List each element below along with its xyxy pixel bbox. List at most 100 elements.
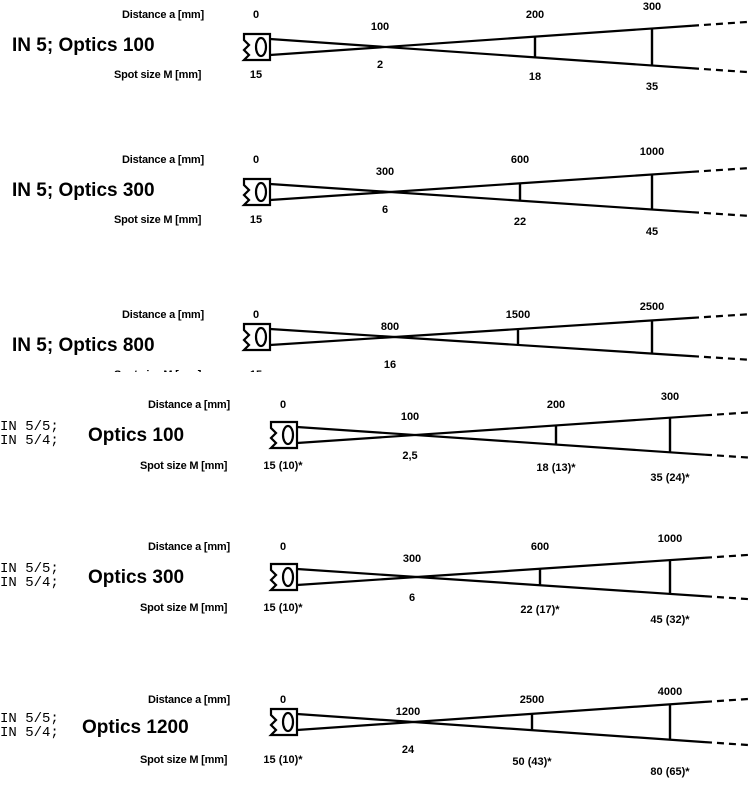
spot-size-value: 80 (65)*	[650, 766, 690, 778]
distance-value: 300	[642, 1, 662, 13]
distance-value: 0	[279, 399, 287, 411]
optics-panel-1: IN 5; Optics 100 Distance a [mm] Spot size…	[0, 0, 750, 125]
spot-size-value: 15 (10)*	[263, 602, 303, 614]
spot-size-value: 15 (10)*	[263, 460, 303, 472]
distance-axis-label: Distance a [mm]	[148, 541, 230, 553]
upper-ray-dashed-extension	[691, 67, 749, 74]
spot-size-value: 45	[645, 226, 659, 238]
distance-value: 100	[370, 21, 390, 33]
distance-value: 0	[252, 309, 260, 321]
upper-ray-dashed-extension	[704, 741, 749, 747]
beam-diagram-svg	[268, 553, 749, 601]
sensor-head-icon	[268, 707, 299, 737]
beam-diagram-svg	[268, 697, 749, 747]
upper-ray-dashed-extension	[691, 355, 749, 361]
spot-size-axis-label: Spot size M [mm]	[114, 69, 202, 81]
distance-value: 1500	[505, 309, 531, 321]
beam-diagram-svg	[241, 167, 749, 217]
distance-value: 800	[380, 321, 400, 333]
beam-diagram-svg	[241, 313, 749, 361]
spot-size-axis-label: Spot size M [mm]	[140, 602, 228, 614]
lower-ray-dashed-extension	[691, 20, 749, 27]
distance-value: 1000	[657, 533, 683, 545]
upper-ray-dashed-extension	[704, 453, 749, 459]
spot-size-value: 35 (24)*	[650, 472, 690, 484]
lower-ray-dashed-extension	[691, 313, 749, 319]
spot-size-value: 15 (10)*	[263, 754, 303, 766]
sensor-lens	[281, 566, 295, 588]
spot-size-value: 6	[381, 204, 389, 216]
spot-size-value: 50 (43)*	[512, 756, 552, 768]
lower-ray-line	[296, 556, 706, 587]
distance-axis-label: Distance a [mm]	[122, 154, 204, 166]
distance-value: 1200	[395, 706, 421, 718]
lower-ray-line	[269, 24, 693, 57]
model-prefix-line: IN 5/4;	[0, 433, 59, 449]
spot-size-value: 18	[528, 71, 542, 83]
lower-ray-dashed-extension	[704, 553, 749, 559]
lower-ray-dashed-extension	[704, 411, 749, 417]
distance-axis-label: Distance a [mm]	[122, 9, 204, 21]
upper-ray-dashed-extension	[704, 595, 749, 601]
optics-title: Optics 300	[88, 567, 185, 588]
optics-title: Optics 1200	[82, 717, 189, 738]
distance-axis-label: Distance a [mm]	[122, 309, 204, 321]
distance-value: 2500	[639, 301, 665, 313]
distance-value: 0	[252, 9, 260, 21]
spot-size-value: 18 (13)*	[536, 462, 576, 474]
upper-ray-line	[296, 425, 706, 456]
upper-ray-line	[269, 182, 693, 214]
distance-value: 100	[400, 411, 420, 423]
optics-panel-2: IN 5; Optics 300 Distance a [mm] Spot size…	[0, 145, 750, 270]
distance-value: 300	[660, 391, 680, 403]
distance-value: 200	[525, 9, 545, 21]
beam-diagram-svg	[241, 20, 749, 74]
upper-ray-line	[269, 37, 693, 70]
distance-value: 0	[252, 154, 260, 166]
sensor-lens	[254, 326, 268, 348]
distance-value: 200	[546, 399, 566, 411]
lower-ray-dashed-extension	[691, 167, 749, 173]
sensor-head-icon	[241, 32, 272, 62]
sensor-lens	[281, 711, 295, 733]
spot-size-axis-label: Spot size M [mm]	[140, 754, 228, 766]
upper-ray-dashed-extension	[691, 211, 749, 217]
spot-size-value: 24	[401, 744, 415, 756]
model-prefix-line: IN 5/5;	[0, 419, 59, 435]
spot-size-value: 16	[383, 359, 397, 371]
spot-size-value: 2,5	[402, 450, 418, 462]
distance-axis-label: Distance a [mm]	[148, 694, 230, 706]
distance-value: 4000	[657, 686, 683, 698]
lower-ray-line	[296, 414, 706, 445]
upper-ray-line	[296, 712, 706, 744]
sensor-lens	[254, 36, 268, 58]
sensor-head-icon	[268, 420, 299, 450]
sensor-lens	[281, 424, 295, 446]
distance-value: 0	[279, 694, 287, 706]
optics-panel-6: IN 5/5; IN 5/4; Optics 1200 Distance a [mm]…	[0, 675, 750, 800]
spot-size-value: 15	[249, 214, 263, 226]
spot-size-axis-label: Spot size M [mm]	[114, 214, 202, 226]
panel-overlap-mask	[0, 372, 750, 382]
spot-size-value: 35	[645, 81, 659, 93]
distance-value: 600	[510, 154, 530, 166]
distance-value: 600	[530, 541, 550, 553]
beam-diagram-svg	[268, 411, 749, 459]
spot-size-value: 15	[249, 69, 263, 81]
optics-panel-4: IN 5/5; IN 5/4; Optics 100 Distance a [mm] S…	[0, 388, 750, 513]
upper-ray-line	[296, 567, 706, 598]
optics-panel-5: IN 5/5; IN 5/4; Optics 300 Distance a [mm] S…	[0, 530, 750, 655]
distance-value: 300	[402, 553, 422, 565]
model-prefix-line: IN 5/4;	[0, 575, 59, 591]
optics-title: Optics 100	[88, 425, 185, 446]
spot-size-value: 45 (32)*	[650, 614, 690, 626]
distance-axis-label: Distance a [mm]	[148, 399, 230, 411]
optics-title: IN 5; Optics 100	[12, 35, 155, 56]
distance-value: 1000	[639, 146, 665, 158]
spot-size-value: 6	[408, 592, 416, 604]
lower-ray-dashed-extension	[704, 697, 749, 703]
optics-title: IN 5; Optics 300	[12, 180, 155, 201]
model-prefix-line: IN 5/5;	[0, 711, 59, 727]
model-prefix-line: IN 5/5;	[0, 561, 59, 577]
optics-title: IN 5; Optics 800	[12, 335, 155, 356]
